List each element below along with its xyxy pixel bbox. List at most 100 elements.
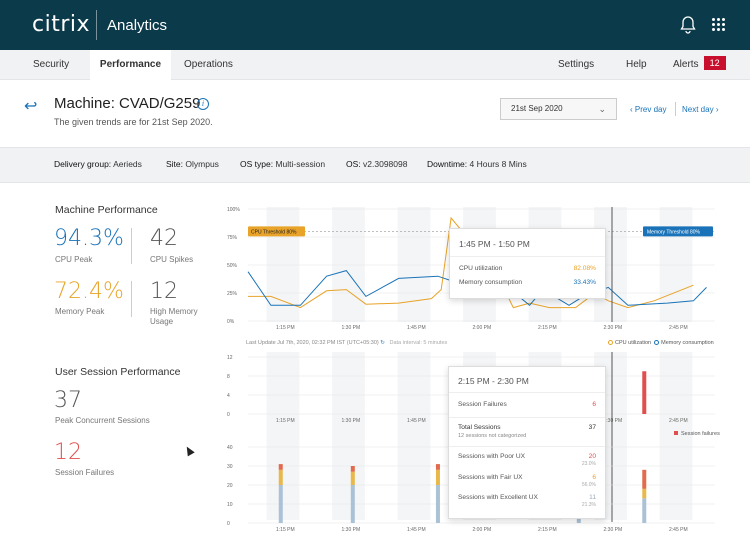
info-value: Olympus bbox=[185, 159, 219, 169]
alerts-count-badge: 12 bbox=[703, 56, 726, 70]
settings-link[interactable]: Settings bbox=[558, 59, 595, 70]
x-tick-label: 1:15 PM bbox=[276, 527, 295, 533]
x-tick-label: 1:45 PM bbox=[407, 325, 426, 331]
tooltip-row-value: 33.43% bbox=[573, 279, 596, 286]
tooltip-row-label: CPU utilization bbox=[459, 265, 503, 272]
tooltip-title: 2:15 PM - 2:30 PM bbox=[458, 376, 529, 386]
tooltip-memory-row: Memory consumption 33.43% bbox=[459, 279, 596, 286]
tooltip-poor-row: Sessions with Poor UX 20 23.0% bbox=[458, 453, 596, 467]
tooltip-row-value: 20 bbox=[588, 453, 596, 460]
tooltip-title: 1:45 PM - 1:50 PM bbox=[459, 239, 530, 249]
tab-operations[interactable]: Operations bbox=[184, 59, 233, 70]
tab-security[interactable]: Security bbox=[33, 59, 70, 70]
tooltip-row-label: Total Sessions bbox=[458, 424, 501, 431]
info-label: Delivery group: bbox=[54, 159, 112, 169]
time-band bbox=[659, 352, 693, 520]
info-label: Site: bbox=[166, 159, 184, 169]
session-bar-fair bbox=[278, 469, 283, 485]
y-tick-label: 0 bbox=[227, 412, 230, 418]
back-arrow-icon[interactable]: ↩ bbox=[24, 98, 38, 115]
x-tick-label: 2:00 PM bbox=[473, 527, 492, 533]
y-tick-label: 10 bbox=[227, 502, 233, 508]
x-tick-label: 2:30 PM bbox=[604, 527, 623, 533]
memory-legend-label: Memory consumption bbox=[661, 340, 714, 346]
x-tick-label: 1:45 PM bbox=[407, 418, 426, 424]
y-tick-label: 75% bbox=[227, 235, 238, 241]
memory-threshold-label: Memory Threshold 80% bbox=[647, 229, 701, 235]
x-tick-label: 2:15 PM bbox=[538, 527, 557, 533]
info-label: OS: bbox=[346, 159, 361, 169]
session-bar-poor bbox=[642, 469, 647, 489]
cpu-peak-value: 94.3% bbox=[54, 226, 124, 251]
tooltip-row-label: Sessions with Fair UX bbox=[458, 474, 523, 481]
y-tick-label: 0 bbox=[227, 521, 230, 527]
date-nav-divider bbox=[675, 102, 676, 116]
cpu-peak-label: CPU Peak bbox=[55, 255, 93, 264]
x-tick-label: 1:30 PM bbox=[342, 418, 361, 424]
tooltip-row-value: 6 bbox=[592, 401, 596, 408]
x-tick-label: 1:15 PM bbox=[276, 325, 295, 331]
tooltip-row-pct: 56.0% bbox=[581, 482, 596, 488]
x-tick-label: 2:30 PM bbox=[604, 325, 623, 331]
chevron-down-icon: ⌄ bbox=[598, 104, 606, 114]
machine-info-bar bbox=[0, 147, 750, 183]
tooltip-row-value: 82.08% bbox=[573, 265, 596, 272]
info-icon[interactable]: i bbox=[197, 98, 209, 110]
app-launcher-icon[interactable] bbox=[712, 18, 726, 32]
info-downtime: Downtime: 4 Hours 8 Mins bbox=[427, 159, 527, 169]
memory-peak-label: Memory Peak bbox=[55, 307, 105, 316]
info-os-type: OS type: Multi-session bbox=[240, 159, 325, 169]
cpu-legend-icon bbox=[608, 340, 613, 345]
info-delivery-group: Delivery group: Aerieds bbox=[54, 159, 142, 169]
refresh-icon[interactable]: ↻ bbox=[380, 340, 385, 346]
tab-performance[interactable]: Performance bbox=[90, 50, 171, 80]
info-label: OS type: bbox=[240, 159, 274, 169]
session-bar-fair bbox=[435, 469, 440, 485]
time-band bbox=[332, 207, 365, 322]
session-bar-poor bbox=[435, 464, 440, 470]
perf-tooltip: 1:45 PM - 1:50 PM CPU utilization 82.08% … bbox=[449, 228, 606, 299]
session-bar-poor bbox=[278, 464, 283, 470]
info-label: Downtime: bbox=[427, 159, 468, 169]
cpu-threshold-label: CPU Threshold 80% bbox=[251, 229, 297, 235]
x-tick-label: 1:45 PM bbox=[407, 527, 426, 533]
alerts-link[interactable]: Alerts 12 bbox=[673, 50, 726, 80]
info-value: Aerieds bbox=[113, 159, 142, 169]
sessions-tooltip: 2:15 PM - 2:30 PM Session Failures 6 Tota… bbox=[448, 366, 606, 519]
top-bar: citrix Analytics bbox=[0, 0, 750, 50]
y-tick-label: 4 bbox=[227, 393, 230, 399]
tooltip-fair-row: Sessions with Fair UX 6 56.0% bbox=[458, 474, 596, 488]
tooltip-row-value: 11 bbox=[589, 494, 596, 501]
x-tick-label: 2:30 PM bbox=[604, 418, 623, 424]
app-title: Analytics bbox=[107, 17, 168, 34]
page-title: Machine: CVAD/G259 bbox=[54, 95, 201, 112]
x-tick-label: 2:00 PM bbox=[473, 325, 492, 331]
help-link[interactable]: Help bbox=[626, 59, 647, 70]
memory-legend-icon bbox=[654, 340, 660, 345]
session-bar-excellent bbox=[642, 498, 647, 523]
next-day-link[interactable]: Next day › bbox=[682, 105, 718, 114]
cpu-spikes-value: 42 bbox=[150, 226, 178, 251]
info-value: v2.3098098 bbox=[363, 159, 408, 169]
perf-legend: CPU utilization Memory consumption bbox=[608, 340, 714, 346]
high-memory-label: High Memory Usage bbox=[150, 307, 198, 326]
session-failures-label: Session Failures bbox=[55, 468, 115, 477]
y-tick-label: 20 bbox=[227, 483, 233, 489]
performance-charts[interactable]: 0% 25% 50% 75% 100% 1:15 PM 1:30 PM 1:45 PM 2:00… bbox=[225, 202, 720, 542]
y-tick-label: 12 bbox=[227, 355, 233, 361]
y-tick-label: 25% bbox=[227, 291, 238, 297]
cpu-spikes-label: CPU Spikes bbox=[150, 255, 194, 264]
session-bar-poor bbox=[350, 466, 355, 472]
prev-day-link[interactable]: ‹ Prev day bbox=[630, 105, 666, 114]
x-tick-label: 1:30 PM bbox=[342, 325, 361, 331]
bell-icon[interactable] bbox=[680, 16, 696, 34]
last-update-label: Last Update Jul 7th, 2020, 02:32 PM IST … bbox=[246, 340, 379, 346]
date-selector[interactable]: 21st Sep 2020 ⌄ bbox=[500, 98, 617, 120]
y-tick-label: 100% bbox=[227, 207, 240, 213]
time-band bbox=[332, 352, 365, 520]
tooltip-total-note: 12 sessions not categorized bbox=[458, 433, 527, 439]
citrix-logo[interactable]: citrix bbox=[32, 12, 91, 37]
y-tick-label: 50% bbox=[227, 263, 238, 269]
session-bar-fair bbox=[642, 488, 647, 499]
failure-legend-swatch bbox=[674, 431, 678, 435]
